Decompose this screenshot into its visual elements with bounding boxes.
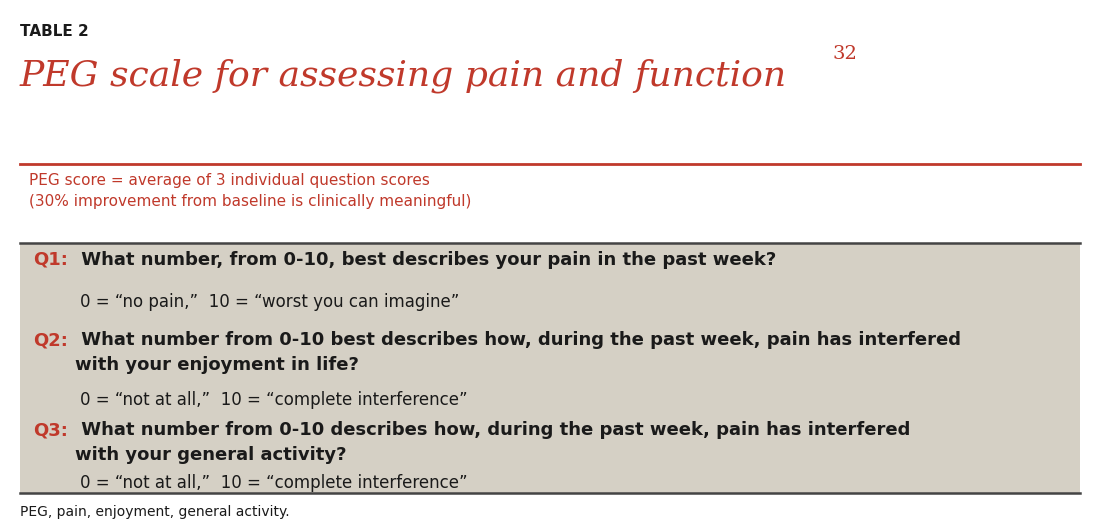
Text: TABLE 2: TABLE 2 — [20, 24, 88, 39]
Text: What number from 0-10 describes how, during the past week, pain has interfered
w: What number from 0-10 describes how, dur… — [75, 421, 910, 464]
Text: PEG score = average of 3 individual question scores
(30% improvement from baseli: PEG score = average of 3 individual ques… — [29, 173, 471, 209]
Text: What number from 0-10 best describes how, during the past week, pain has interfe: What number from 0-10 best describes how… — [75, 331, 960, 374]
Text: 32: 32 — [833, 45, 858, 63]
Text: Q1:: Q1: — [33, 251, 68, 269]
Text: 0 = “not at all,”  10 = “complete interference”: 0 = “not at all,” 10 = “complete interfe… — [80, 474, 468, 492]
FancyBboxPatch shape — [20, 243, 1080, 493]
Text: PEG scale for assessing pain and function: PEG scale for assessing pain and functio… — [20, 58, 786, 93]
Text: 0 = “not at all,”  10 = “complete interference”: 0 = “not at all,” 10 = “complete interfe… — [80, 391, 468, 409]
Text: What number, from 0-10, best describes your pain in the past week?: What number, from 0-10, best describes y… — [75, 251, 776, 269]
Text: 0 = “no pain,”  10 = “worst you can imagine”: 0 = “no pain,” 10 = “worst you can imagi… — [80, 293, 460, 311]
Text: Q3:: Q3: — [33, 421, 68, 439]
Text: PEG, pain, enjoyment, general activity.: PEG, pain, enjoyment, general activity. — [20, 505, 289, 518]
Text: Q2:: Q2: — [33, 331, 68, 349]
